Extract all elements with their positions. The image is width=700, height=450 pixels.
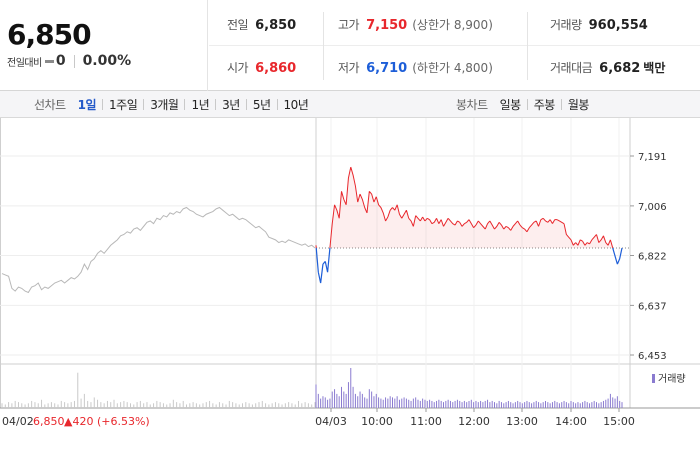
period-divider [102,99,104,110]
stat-value: 6,860 [255,61,297,76]
footer-close: 6,850 [33,415,65,428]
stat-value: 6,710 [366,61,408,76]
y-tick-label: 6,637 [638,301,667,312]
quote-stats: 전일 6,850 고가 7,150 (상한가 8,900) 거래량 960,55… [209,0,700,91]
period-divider [143,99,145,110]
stats-col-divider [527,12,528,80]
footer-date: 04/02 [2,415,34,428]
x-tick-label: 04/03 [315,415,347,428]
line-chart-periods: 선차트 1일 1주일 3개월 1년 3년 5년 10년 [34,91,309,118]
chart-toolbar: 선차트 1일 1주일 3개월 1년 3년 5년 10년 봉차트 일봉 주봉 월봉 [0,91,700,118]
stat-open: 시가 6,860 [227,59,296,76]
stat-prev-close: 전일 6,850 [227,16,296,33]
x-tick-label: 10:00 [361,415,393,428]
period-divider [276,99,278,110]
x-tick-label: 11:00 [410,415,442,428]
x-tick-label: 13:00 [506,415,538,428]
stat-value: 6,682 [599,61,641,76]
period-list: 1일 1주일 3개월 1년 3년 5년 10년 [78,96,309,113]
period-divider [184,99,186,110]
candle-chart-label: 봉차트 [456,98,488,112]
current-price: 6,850 [7,18,92,51]
intraday-chart[interactable]: 7,191 7,006 6,822 6,637 6,453 04/03 10:00 11:00… [0,118,700,450]
price-up-line [315,166,614,249]
chart-canvas[interactable]: 7,191 7,006 6,822 6,637 6,453 04/03 10:00 11:00… [0,118,700,450]
stat-label: 거래량 [550,18,582,32]
y-tick-label: 6,822 [638,252,667,263]
stat-low: 저가 6,710 (하한가 4,800) [338,59,493,76]
upper-limit: (상한가 8,900) [412,18,493,32]
period-tab-3[interactable]: 1년 [191,98,210,112]
stat-volume: 거래량 960,554 [550,16,648,33]
volume-legend-label: 거래량 [658,373,686,385]
period-divider [560,99,562,110]
change-row: 전일대비 0 0.00% [7,53,131,69]
x-tick-label: 15:00 [603,415,635,428]
period-tab-4[interactable]: 3년 [222,98,240,112]
stat-trade-value: 거래대금 6,682 백만 [550,59,665,76]
period-tab-0[interactable]: 1일 [77,98,97,112]
lower-limit: (하한가 4,800) [412,61,493,75]
y-tick-label: 7,191 [638,152,667,163]
stat-label: 저가 [338,61,360,75]
change-divider [73,54,75,68]
footer-change: ▲420 (+6.53%) [64,415,150,428]
stats-col-divider [323,12,324,80]
period-divider [215,99,217,110]
period-tab-1[interactable]: 1주일 [109,98,138,112]
change-label: 전일대비 [7,57,42,69]
stat-label: 전일 [227,18,249,32]
prev-day-line [1,206,316,294]
stat-value: 960,554 [588,18,648,33]
stat-high: 고가 7,150 (상한가 8,900) [338,16,493,33]
volume-legend-swatch [652,374,655,383]
period-divider [245,99,247,110]
stat-label: 시가 [227,61,249,75]
quote-summary: 6,850 전일대비 0 0.00% 전일 6,850 고가 7,150 (상한… [0,0,700,91]
period-tab-2[interactable]: 3개월 [150,98,179,112]
candle-tab-0[interactable]: 일봉 [499,98,522,112]
line-chart-label: 선차트 [34,98,66,112]
change-value: 0 [55,53,66,69]
period-tab-5[interactable]: 5년 [252,98,271,112]
change-percent: 0.00% [82,53,132,69]
candle-period-list: 일봉 주봉 월봉 [499,96,590,113]
y-tick-label: 6,453 [638,351,667,362]
stat-value: 7,150 [366,18,408,33]
period-divider [526,99,528,110]
price-up-area [316,167,622,248]
price-box: 6,850 전일대비 0 0.00% [0,0,208,91]
candle-chart-periods: 봉차트 일봉 주봉 월봉 [456,91,589,118]
stat-value: 6,850 [255,18,297,33]
candle-tab-1[interactable]: 주봉 [533,98,556,112]
y-tick-label: 7,006 [638,202,667,213]
stat-unit: 백만 [643,61,666,75]
price-down-line [315,247,623,284]
period-tab-6[interactable]: 10년 [283,98,309,112]
stat-label: 거래대금 [550,61,593,75]
x-tick-label: 14:00 [555,415,587,428]
stat-label: 고가 [338,18,360,32]
stats-row-divider [209,45,700,46]
flat-change-icon [44,59,54,63]
candle-tab-2[interactable]: 월봉 [567,98,590,112]
x-tick-label: 12:00 [458,415,490,428]
